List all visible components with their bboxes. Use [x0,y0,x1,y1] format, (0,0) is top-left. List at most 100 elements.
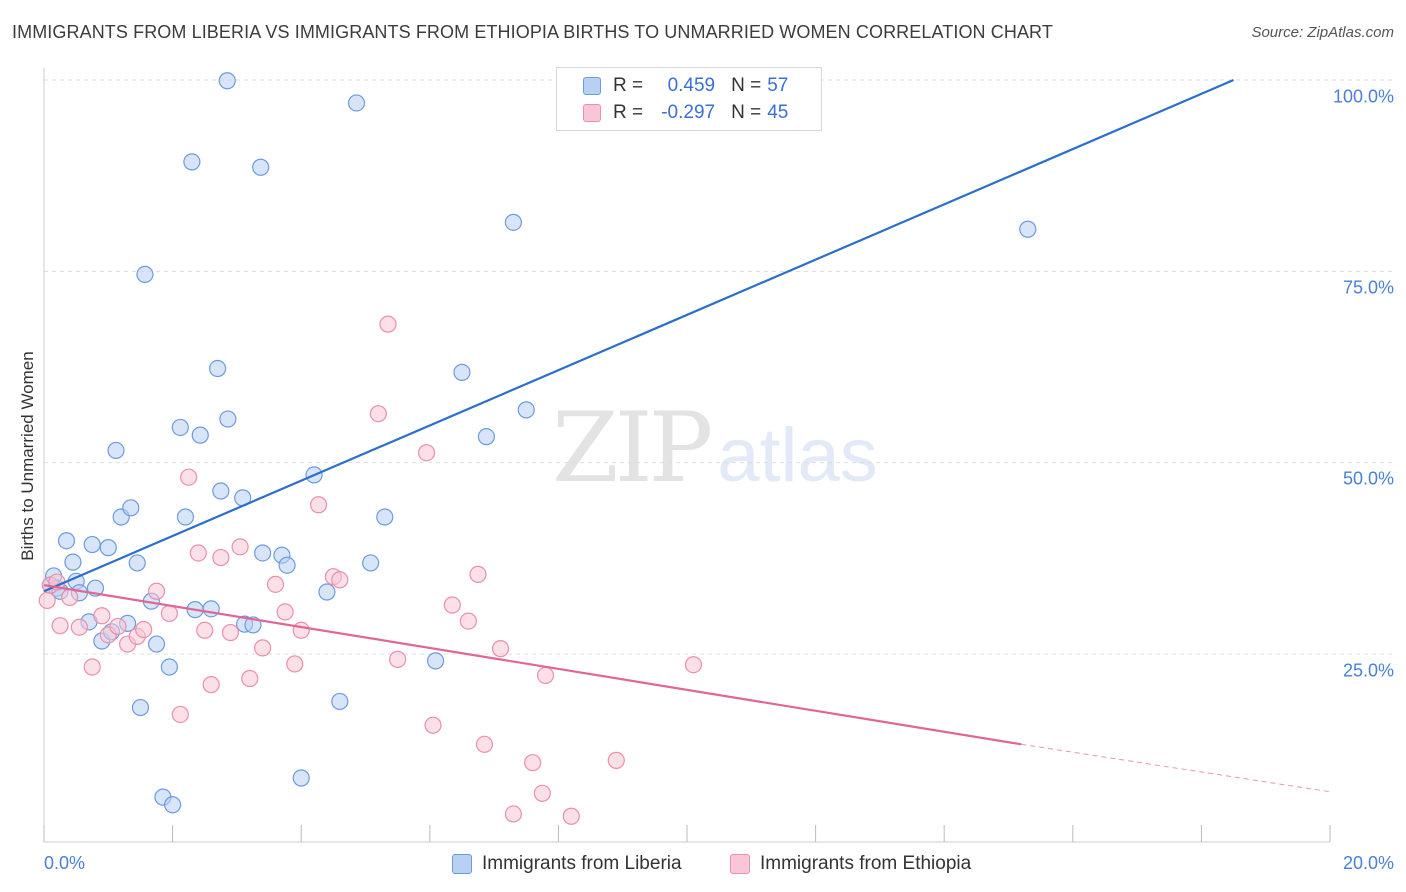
ethiopia-trend-extension [1021,743,1331,793]
liberia-point [122,499,140,517]
legend-label-ethiopia: Immigrants from Ethiopia [760,853,972,874]
ethiopia-point [459,612,477,630]
ethiopia-point [443,596,461,614]
ethiopia-point [309,496,328,514]
liberia-point [83,535,101,554]
liberia-point [331,692,349,711]
ethiopia-point [286,655,304,673]
liberia-swatch [583,77,601,95]
ethiopia-points [38,315,703,825]
r-label: R = [613,102,644,123]
legend-label-liberia: Immigrants from Liberia [482,853,682,874]
ethiopia-point [109,617,127,636]
stats-legend: R = 0.459 N = 57 R = -0.297 N = 45 [556,67,822,131]
n-label: N = [731,102,762,123]
liberia-point [362,554,380,572]
y-tick-label: 100.0% [1332,86,1394,107]
ethiopia-point [180,468,198,486]
ethiopia-point [424,716,442,734]
n-value: 57 [767,75,789,96]
ethiopia-point [536,666,555,685]
liberia-point [202,600,220,618]
ethiopia-trend-line [43,584,1022,746]
liberia-point [278,556,296,574]
ethiopia-point [231,538,249,556]
liberia-point [164,796,182,814]
liberia-point [147,635,166,653]
ethiopia-point [160,604,178,623]
ethiopia-point [266,575,285,593]
y-tick-label: 75.0% [1342,277,1394,298]
grid-lines [44,79,1392,655]
ethiopia-point [241,669,259,688]
ethiopia-point [469,565,487,584]
watermark-zip: ZIP [552,392,713,504]
n-label: N = [731,75,762,96]
ethiopia-point [389,650,407,668]
liberia-point [254,544,272,562]
liberia-point [160,658,178,676]
ethiopia-point [171,705,189,724]
watermark: ZIP atlas [552,400,878,497]
liberia-point [209,359,227,378]
liberia-point [347,94,366,112]
liberia-point [1019,220,1037,238]
source-label: Source: ZipAtlas.com [1251,24,1394,41]
x-tick-label-max: 20.0% [1342,853,1394,873]
legend-row-liberia: R = 0.459 N = 57 [583,73,788,99]
liberia-point [292,769,310,787]
liberia-points [41,72,1037,814]
ethiopia-point [475,735,494,753]
liberia-swatch [452,854,472,874]
ethiopia-point [491,640,510,658]
ethiopia-point [135,620,153,639]
ethiopia-point [93,607,111,625]
liberia-point [318,583,336,601]
legend-row-ethiopia: R = -0.297 N = 45 [583,100,788,126]
y-axis-label: Births to Unmarried Women [18,351,37,561]
liberia-point [64,553,82,571]
ethiopia-point [524,754,542,772]
liberia-point [218,72,236,90]
ethiopia-point [70,618,88,636]
watermark-atlas: atlas [717,413,878,498]
liberia-point [504,213,522,231]
liberia-point [219,410,237,428]
r-label: R = [613,75,644,96]
liberia-trend-line [43,78,1234,593]
liberia-point [212,482,230,500]
ethiopia-point [254,639,272,657]
liberia-point [136,265,154,283]
ethiopia-point [379,315,397,333]
ethiopia-point [51,617,69,635]
trend-lines [43,78,1331,793]
ethiopia-point [221,623,240,642]
chart-title: IMMIGRANTS FROM LIBERIA VS IMMIGRANTS FR… [12,22,1053,42]
liberia-point [107,441,125,460]
ethiopia-point [189,544,207,562]
y-tick-label: 25.0% [1342,660,1394,681]
ethiopia-point [276,603,294,621]
ethiopia-point [61,588,79,606]
ethiopia-point [504,805,522,823]
liberia-point [171,418,189,437]
ethiopia-point [533,784,551,802]
r-value: 0.459 [667,75,716,96]
liberia-point [176,508,195,526]
bottom-legend-ethiopia: Immigrants from Ethiopia [730,851,971,877]
liberia-point [426,652,445,670]
ethiopia-point [331,571,349,589]
r-value: -0.297 [661,102,716,123]
ethiopia-point [83,658,101,676]
ethiopia-point [212,548,230,567]
liberia-point [517,401,535,419]
bottom-legend-liberia: Immigrants from Liberia [452,851,682,877]
liberia-point [376,508,394,526]
ethiopia-point [607,751,625,769]
liberia-point [477,428,495,446]
ethiopia-swatch [730,854,750,874]
liberia-point [252,158,270,176]
liberia-point [183,153,201,171]
liberia-point [191,426,209,444]
